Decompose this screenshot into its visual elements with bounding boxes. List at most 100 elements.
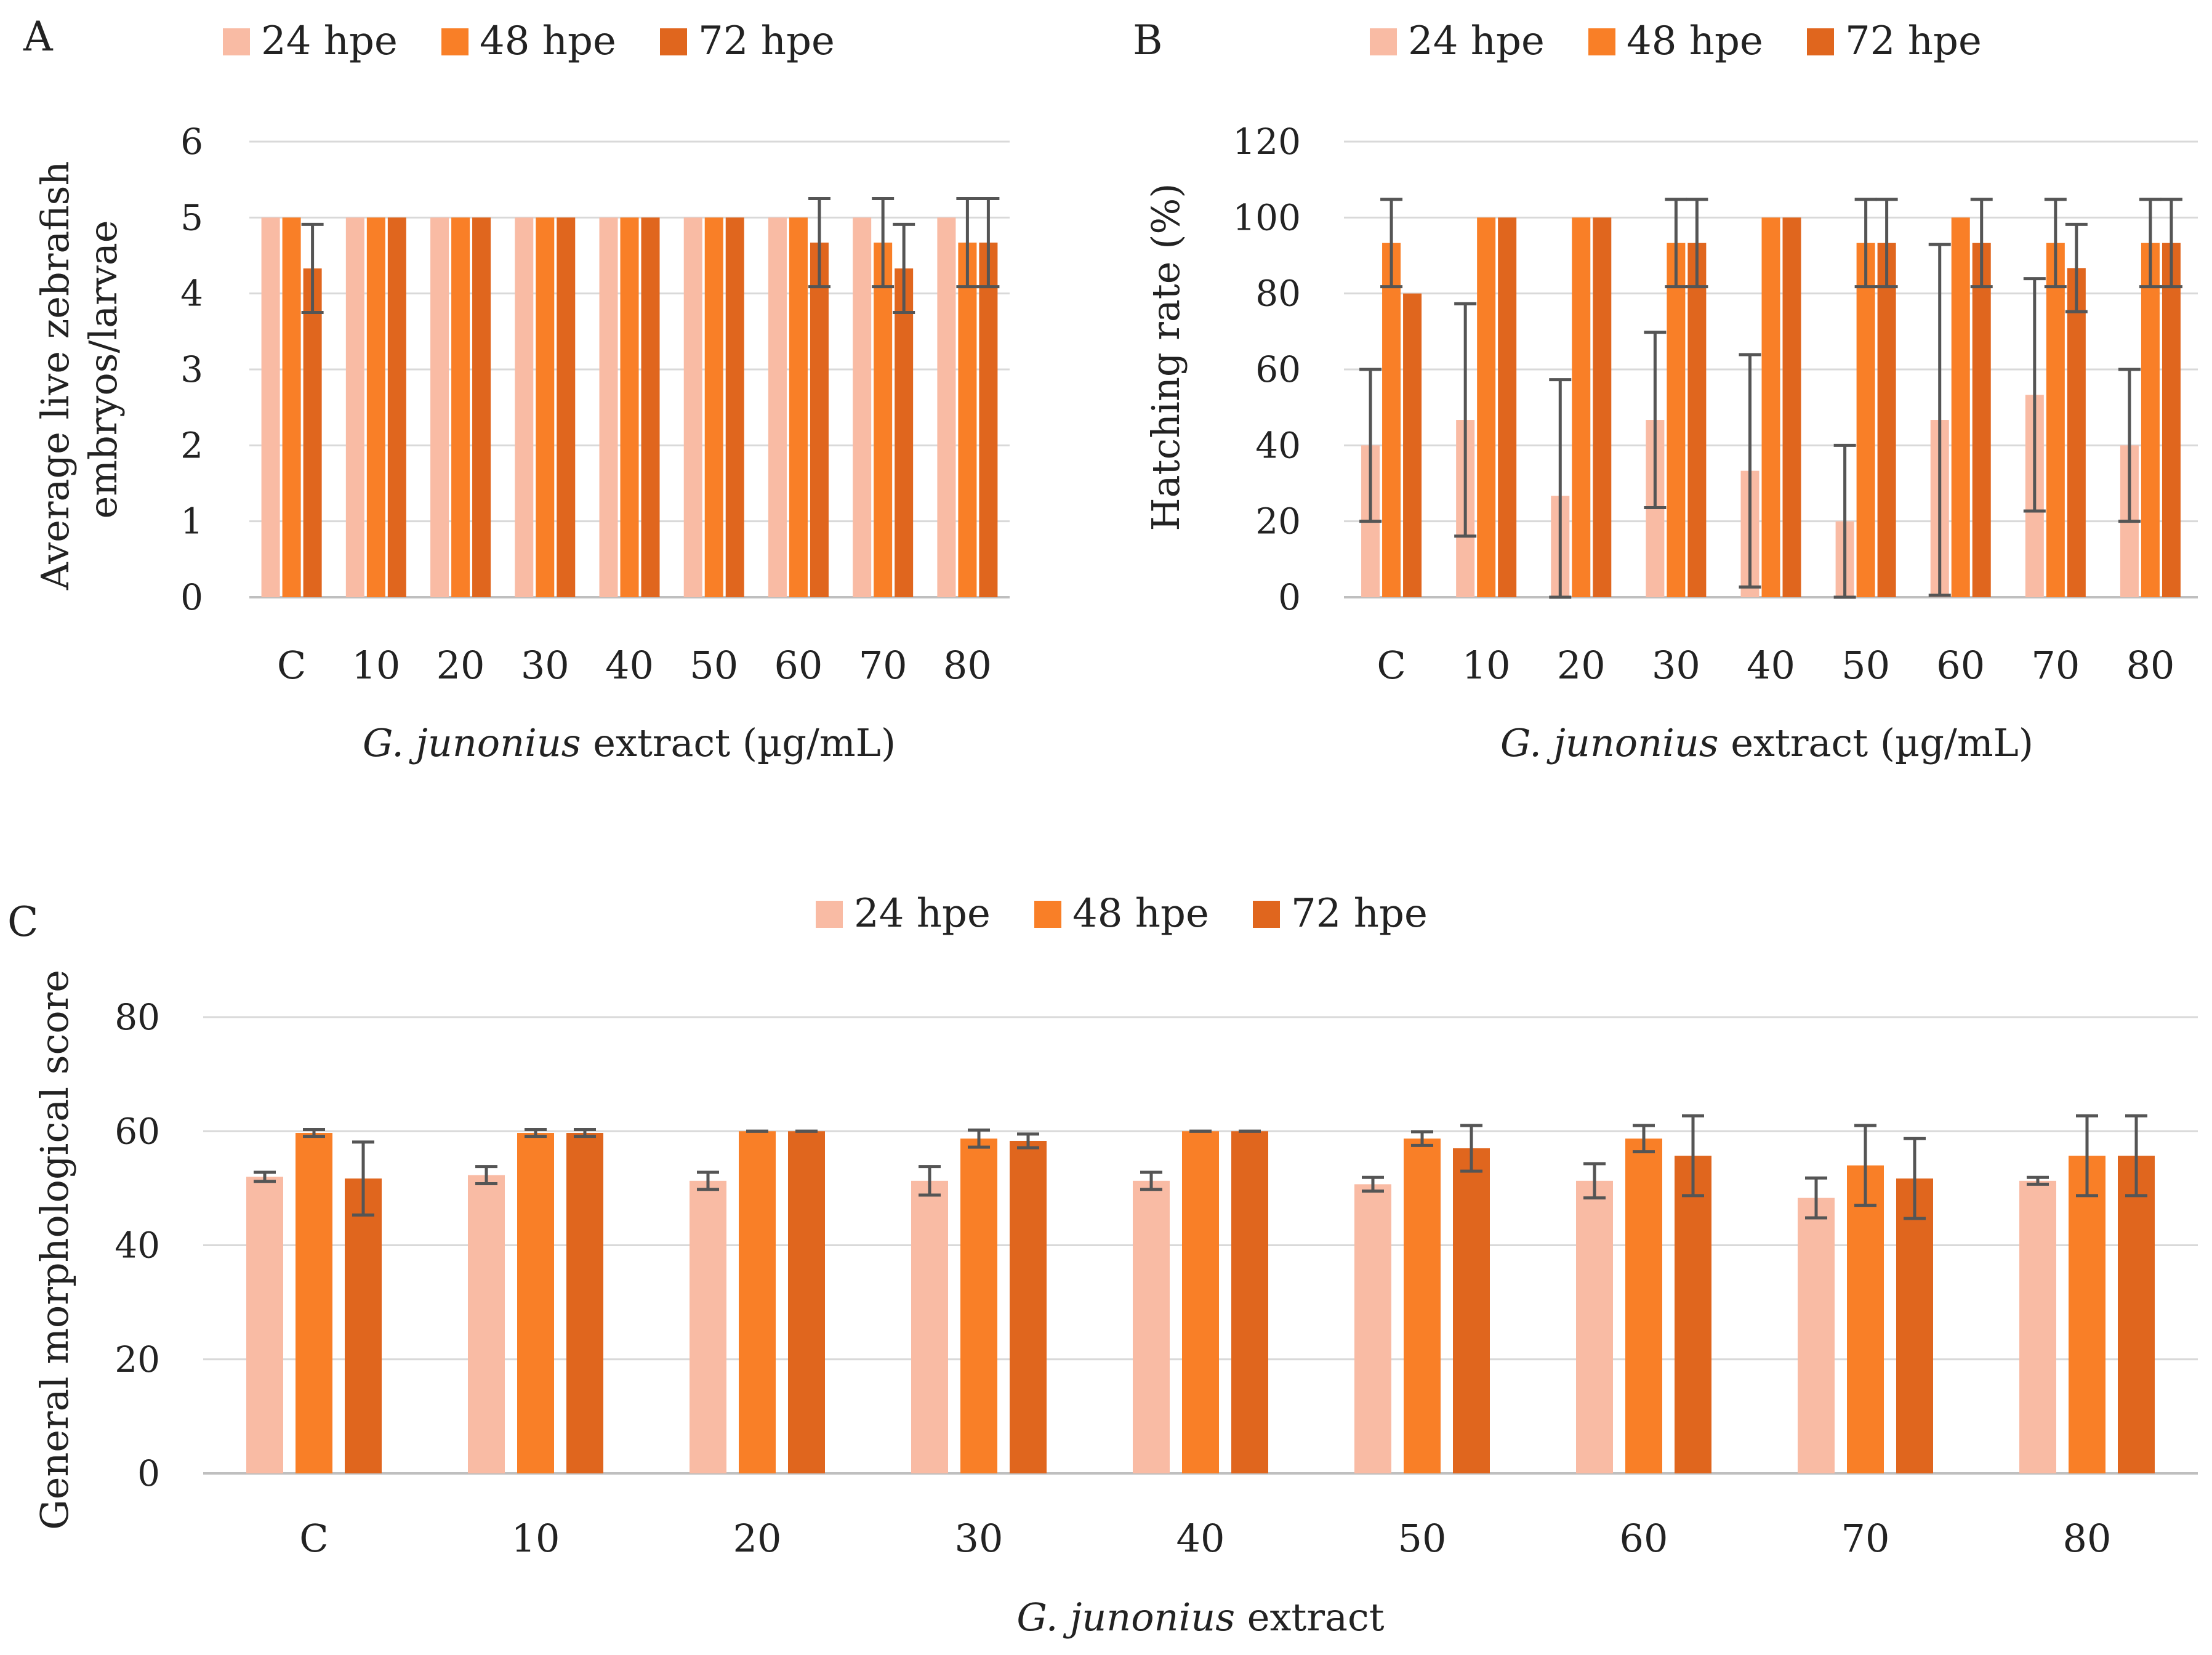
error-bar-24-hpe-C — [254, 1170, 276, 1183]
bar-48-hpe-60 — [1625, 1138, 1662, 1473]
panel-b: B 24 hpe 48 hpe 72 hpe 0 20 40 60 80 100 120 C 10… — [1133, 17, 2198, 765]
bar-48-hpe-80 — [958, 243, 977, 597]
bar-72-hpe-10 — [387, 217, 406, 597]
x-tick-label: 70 — [2031, 643, 2080, 688]
bar-48-hpe-30 — [960, 1138, 997, 1473]
bar-48-hpe-30 — [1667, 243, 1686, 597]
bars — [261, 217, 998, 597]
error-bar-48-hpe-30 — [1665, 198, 1687, 289]
legend-swatch-24-hpe — [816, 901, 843, 928]
error-bar-24-hpe-70 — [1805, 1176, 1827, 1220]
panel-letter: A — [23, 13, 54, 60]
error-bar-24-hpe-80 — [2118, 368, 2141, 523]
bar-72-hpe-40 — [1231, 1131, 1268, 1473]
bar-24-hpe-30 — [515, 217, 534, 597]
x-tick-label: 60 — [774, 643, 822, 688]
bar-48-hpe-30 — [536, 217, 555, 597]
bar-72-hpe-20 — [1593, 217, 1612, 597]
bar-24-hpe-80 — [2019, 1180, 2056, 1473]
bar-24-hpe-40 — [599, 217, 618, 597]
x-tick-label: 80 — [943, 643, 992, 688]
y-tick-label: 3 — [180, 348, 203, 390]
error-bar-48-hpe-70 — [2044, 198, 2067, 289]
error-bar-48-hpe-70 — [872, 197, 895, 289]
x-tick-label: 20 — [1557, 643, 1606, 688]
error-bar-72-hpe-70 — [893, 222, 915, 314]
error-bar-72-hpe-80 — [977, 197, 1000, 289]
bar-72-hpe-50 — [1877, 243, 1896, 597]
error-bar-24-hpe-C — [1359, 368, 1382, 523]
bar-48-hpe-20 — [451, 217, 470, 597]
x-tick-label: 50 — [1398, 1516, 1447, 1561]
y-tick-label: 80 — [115, 996, 160, 1038]
error-bar-72-hpe-C — [352, 1140, 374, 1217]
legend: 24 hpe 48 hpe 72 hpe — [1370, 18, 1982, 64]
y-tick-label: 5 — [180, 196, 203, 238]
legend-label-24-hpe: 24 hpe — [854, 891, 991, 936]
x-tick-label: 40 — [1176, 1516, 1225, 1561]
legend-swatch-24-hpe — [223, 28, 250, 55]
error-bar-48-hpe-C — [1380, 198, 1403, 289]
x-axis-label: G. junonius extract (µg/mL) — [1500, 720, 2033, 765]
y-tick-label: 6 — [180, 121, 203, 163]
y-axis-label-line-1: Hatching rate (%) — [1143, 183, 1188, 531]
bar-48-hpe-50 — [704, 217, 723, 597]
y-axis-label: Average live zebrafish embryos/larvae — [33, 149, 126, 590]
error-bar-72-hpe-80 — [2160, 198, 2182, 289]
error-bar-72-hpe-60 — [1970, 198, 1993, 289]
bar-72-hpe-C — [1403, 293, 1422, 597]
y-axis-label: General morphological score — [32, 970, 77, 1530]
y-axis-label: Hatching rate (%) — [1143, 183, 1188, 531]
bar-48-hpe-C — [282, 217, 301, 597]
bar-24-hpe-70 — [1798, 1198, 1835, 1473]
bar-72-hpe-60 — [810, 243, 829, 597]
y-tick-label: 40 — [115, 1225, 160, 1266]
error-bar-48-hpe-80 — [956, 197, 979, 289]
bar-48-hpe-C — [1382, 243, 1401, 597]
bar-24-hpe-20 — [690, 1180, 726, 1473]
bar-72-hpe-10 — [566, 1133, 603, 1473]
error-bar-24-hpe-10 — [1454, 302, 1477, 538]
x-tick-label: 10 — [352, 643, 400, 688]
bar-72-hpe-60 — [1675, 1156, 1711, 1473]
bar-72-hpe-20 — [472, 217, 491, 597]
legend-swatch-72-hpe — [1807, 28, 1834, 55]
bars — [246, 1131, 2155, 1473]
y-tick-label: 20 — [115, 1339, 160, 1380]
y-tick-label: 40 — [1255, 424, 1301, 466]
x-tick-label: 80 — [2063, 1516, 2112, 1561]
error-bar-48-hpe-60 — [1633, 1124, 1655, 1154]
x-tick-label: 10 — [512, 1516, 560, 1561]
y-tick-label: 60 — [115, 1110, 160, 1152]
x-tick-label: 20 — [733, 1516, 782, 1561]
error-bar-48-hpe-50 — [1854, 198, 1877, 289]
legend: 24 hpe 48 hpe 72 hpe — [223, 18, 835, 64]
bar-72-hpe-C — [345, 1178, 382, 1473]
legend-swatch-24-hpe — [1370, 28, 1397, 55]
bar-24-hpe-10 — [345, 217, 364, 597]
bar-24-hpe-10 — [468, 1175, 505, 1473]
error-bars — [301, 197, 1000, 314]
bar-48-hpe-C — [296, 1133, 332, 1473]
bar-48-hpe-40 — [1182, 1131, 1219, 1473]
bar-24-hpe-70 — [853, 217, 872, 597]
error-bar-48-hpe-10 — [525, 1127, 547, 1138]
x-tick-label: 50 — [1841, 643, 1890, 688]
bar-72-hpe-40 — [1782, 217, 1801, 597]
y-tick-label: 100 — [1233, 196, 1301, 238]
bar-48-hpe-50 — [1404, 1138, 1441, 1473]
error-bar-48-hpe-C — [303, 1127, 325, 1138]
bar-72-hpe-80 — [2162, 243, 2181, 597]
y-tick-labels: 0 1 2 3 4 5 6 — [180, 121, 203, 618]
error-bar-72-hpe-60 — [808, 197, 831, 289]
bar-48-hpe-60 — [789, 217, 808, 597]
bar-24-hpe-80 — [937, 217, 956, 597]
legend-label-72-hpe: 72 hpe — [1291, 891, 1428, 936]
x-tick-label: 40 — [605, 643, 654, 688]
bar-72-hpe-50 — [1453, 1148, 1490, 1473]
error-bar-24-hpe-40 — [1140, 1170, 1162, 1191]
bar-72-hpe-C — [303, 268, 322, 597]
error-bar-24-hpe-80 — [2027, 1175, 2049, 1186]
x-tick-label: 30 — [1652, 643, 1700, 688]
legend-label-24-hpe: 24 hpe — [261, 18, 398, 64]
